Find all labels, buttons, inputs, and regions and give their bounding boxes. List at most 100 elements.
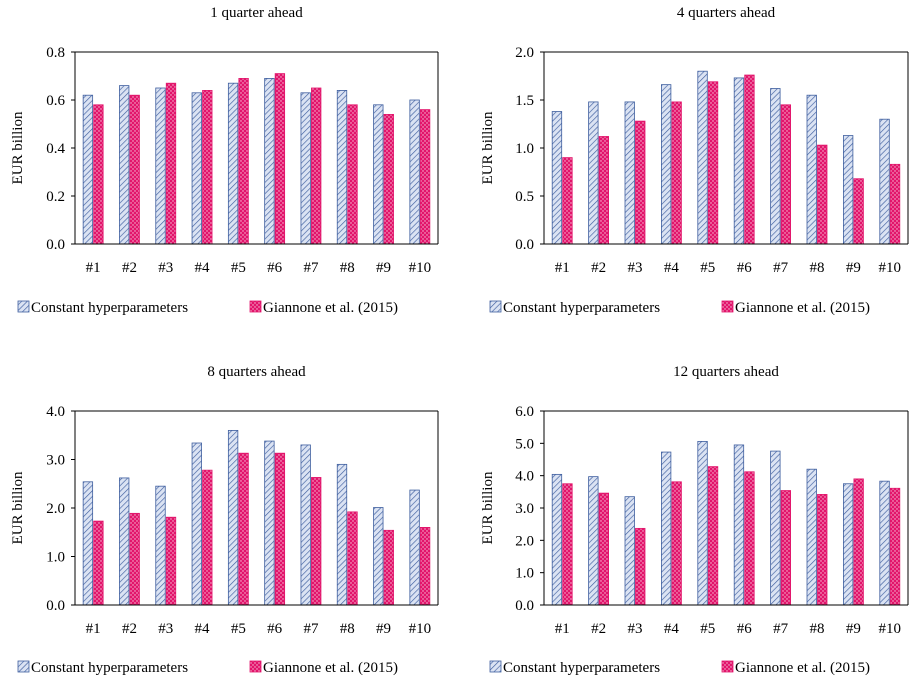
x-tick-label: #4 <box>195 621 211 637</box>
bar-constant-hyperparameters <box>336 463 348 606</box>
bar-giannone <box>671 101 682 245</box>
bar-giannone <box>671 481 682 606</box>
y-tick-label: 0.4 <box>46 141 65 157</box>
bar-constant-hyperparameters <box>879 480 890 606</box>
x-tick-label: #7 <box>773 260 789 276</box>
legend: Constant hyperparameters Giannone et al. … <box>17 300 398 316</box>
x-tick-label: #3 <box>628 621 643 637</box>
bar-constant-hyperparameters <box>300 444 311 606</box>
chart-title: 4 quarters ahead <box>677 5 776 21</box>
bar-constant-hyperparameters <box>409 99 420 245</box>
x-tick-label: #10 <box>879 621 902 637</box>
x-tick-label: #5 <box>700 260 715 276</box>
bar-giannone <box>780 490 791 606</box>
bar-giannone <box>635 527 646 606</box>
legend-swatch-giannone <box>249 660 262 673</box>
y-tick-label: 0.0 <box>46 237 65 253</box>
bar-giannone <box>635 120 646 245</box>
bar-constant-hyperparameters <box>119 477 130 606</box>
bar-giannone <box>817 144 828 245</box>
y-tick-label: 1.5 <box>515 93 534 109</box>
y-tick-label: 0.5 <box>515 189 534 205</box>
bar-giannone <box>165 82 177 245</box>
bar-constant-hyperparameters <box>373 507 384 606</box>
bar-constant-hyperparameters <box>588 476 599 606</box>
x-tick-label: #9 <box>846 260 861 276</box>
x-tick-label: #2 <box>122 621 137 637</box>
bar-giannone <box>383 114 394 245</box>
y-tick-label: 2.0 <box>515 45 534 61</box>
legend: Constant hyperparameters Giannone et al. … <box>17 660 398 676</box>
bar-giannone <box>93 104 104 245</box>
bar-giannone <box>202 469 213 606</box>
x-tick-label: #2 <box>122 260 137 276</box>
legend-swatch-constant-hyperparameters <box>17 660 30 673</box>
bar-constant-hyperparameters <box>733 77 745 245</box>
bar-giannone <box>129 512 140 606</box>
legend-label-constant-hyperparameters: Constant hyperparameters <box>31 660 188 676</box>
y-tick-label: 0.6 <box>46 93 65 109</box>
x-tick-label: #8 <box>810 260 825 276</box>
bar-giannone <box>598 136 609 245</box>
legend-label-giannone: Giannone et al. (2015) <box>263 300 398 316</box>
bar-constant-hyperparameters <box>843 135 854 245</box>
legend-label-constant-hyperparameters: Constant hyperparameters <box>31 300 188 316</box>
bar-giannone <box>419 109 431 245</box>
bar-constant-hyperparameters <box>879 118 890 245</box>
x-tick-label: #2 <box>591 260 606 276</box>
bar-giannone <box>347 104 358 245</box>
legend: Constant hyperparameters Giannone et al. … <box>489 660 870 676</box>
bar-constant-hyperparameters <box>82 94 94 245</box>
bar-giannone <box>238 452 249 606</box>
x-tick-label: #5 <box>700 621 715 637</box>
bar-giannone <box>817 494 828 606</box>
x-tick-label: #8 <box>340 621 355 637</box>
legend-label-giannone: Giannone et al. (2015) <box>735 300 870 316</box>
bar-constant-hyperparameters <box>661 451 672 606</box>
y-tick-label: 0.0 <box>46 598 65 614</box>
x-tick-label: #1 <box>555 621 570 637</box>
bar-constant-hyperparameters <box>697 70 708 245</box>
bar-giannone <box>889 487 901 606</box>
bar-giannone <box>744 74 755 245</box>
legend: Constant hyperparameters Giannone et al. … <box>489 300 870 316</box>
bar-giannone <box>202 90 213 245</box>
legend-label-constant-hyperparameters: Constant hyperparameters <box>503 660 660 676</box>
x-tick-label: #7 <box>303 260 319 276</box>
x-tick-label: #1 <box>86 621 101 637</box>
y-tick-label: 4.0 <box>515 469 534 485</box>
legend-label-giannone: Giannone et al. (2015) <box>263 660 398 676</box>
x-tick-label: #5 <box>231 621 246 637</box>
x-tick-label: #4 <box>195 260 211 276</box>
y-tick-label: 4.0 <box>46 404 65 420</box>
y-tick-label: 6.0 <box>515 404 534 420</box>
x-tick-label: #6 <box>267 260 283 276</box>
x-tick-label: #2 <box>591 621 606 637</box>
bar-giannone <box>129 94 140 245</box>
x-tick-label: #5 <box>231 260 246 276</box>
x-tick-label: #4 <box>664 260 680 276</box>
bar-giannone <box>93 520 104 606</box>
y-axis-label: EUR billion <box>480 111 496 184</box>
bar-giannone <box>311 477 322 606</box>
x-tick-label: #1 <box>86 260 101 276</box>
bar-constant-hyperparameters <box>551 111 563 245</box>
chart-title: 8 quarters ahead <box>207 364 306 380</box>
bar-constant-hyperparameters <box>264 78 275 245</box>
y-tick-label: 1.0 <box>46 550 65 566</box>
bar-constant-hyperparameters <box>191 442 202 606</box>
bar-constant-hyperparameters <box>697 440 708 606</box>
bar-giannone <box>853 478 864 606</box>
y-tick-label: 0.0 <box>515 237 534 253</box>
bar-constant-hyperparameters <box>624 101 635 245</box>
y-tick-label: 1.0 <box>515 141 534 157</box>
bar-giannone <box>562 157 573 245</box>
x-tick-label: #10 <box>409 621 432 637</box>
x-tick-label: #10 <box>409 260 432 276</box>
bar-constant-hyperparameters <box>191 92 202 245</box>
x-tick-label: #6 <box>267 621 283 637</box>
x-tick-label: #8 <box>810 621 825 637</box>
legend-swatch-giannone <box>249 300 262 313</box>
bar-constant-hyperparameters <box>843 483 854 606</box>
legend-label-giannone: Giannone et al. (2015) <box>735 660 870 676</box>
